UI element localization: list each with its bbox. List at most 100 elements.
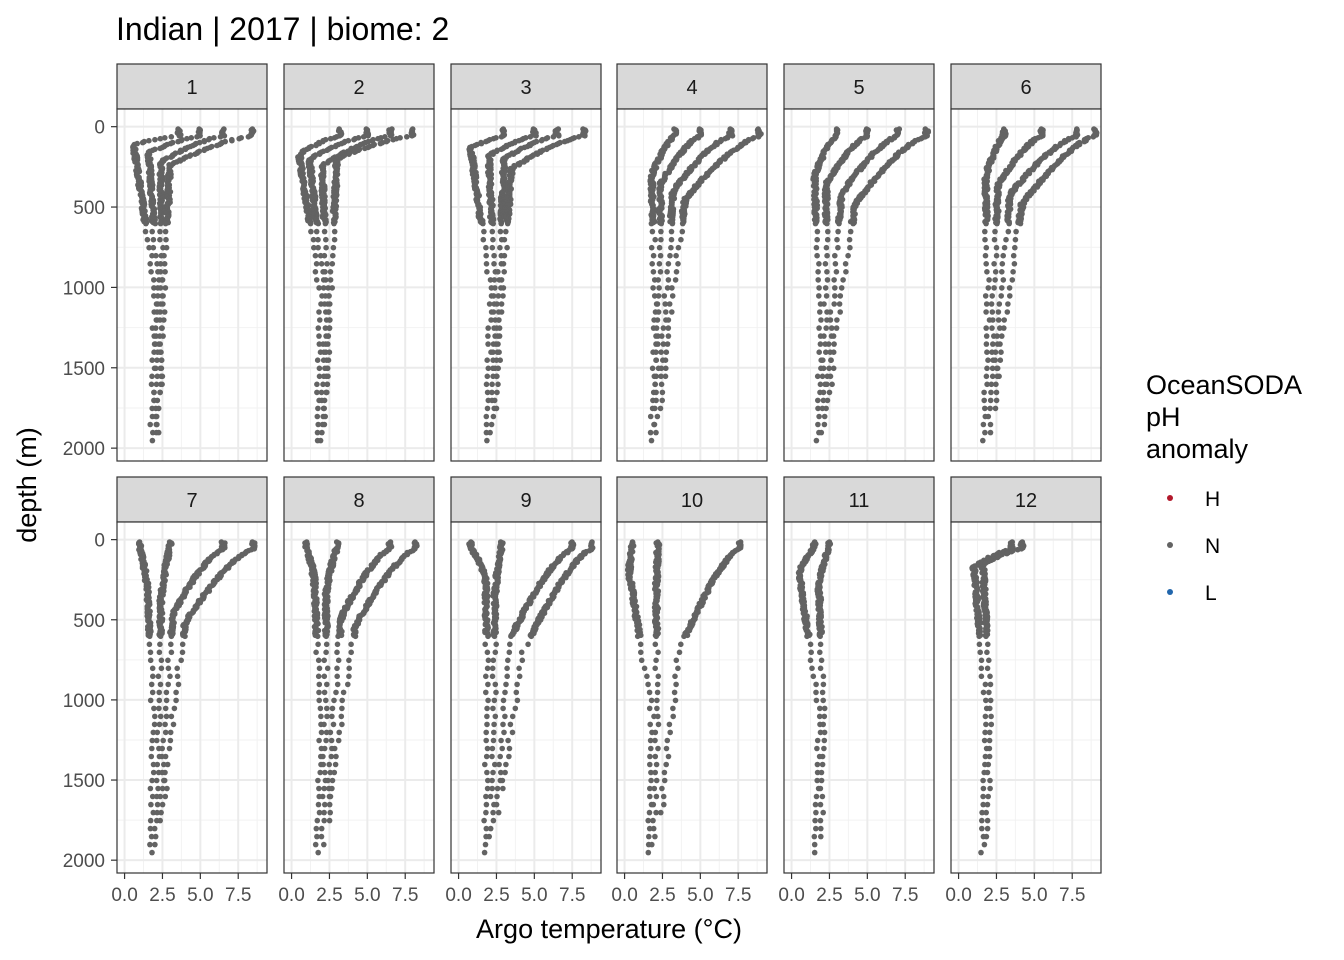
data-point [323, 641, 330, 648]
data-point [149, 689, 156, 696]
data-point [982, 236, 988, 243]
data-point [996, 373, 1002, 380]
data-point [484, 665, 491, 672]
data-point [325, 285, 331, 291]
data-point [346, 673, 352, 680]
data-point [658, 236, 664, 243]
data-point [654, 413, 661, 420]
data-point [989, 325, 995, 331]
data-point [487, 825, 494, 832]
data-point [316, 333, 322, 339]
data-point [983, 333, 990, 339]
data-point [830, 349, 837, 356]
data-point [326, 325, 333, 331]
data-point [663, 365, 669, 372]
data-point [816, 413, 822, 420]
data-point [494, 785, 501, 792]
data-point [346, 665, 353, 672]
data-point [493, 689, 499, 696]
data-point [994, 220, 1000, 227]
data-point [326, 309, 332, 315]
data-point [154, 801, 161, 808]
data-point [485, 657, 492, 664]
data-point [484, 649, 491, 656]
data-point [146, 633, 153, 640]
data-point [981, 389, 987, 396]
data-point [171, 705, 178, 712]
data-point [159, 745, 165, 752]
data-point [316, 681, 323, 688]
data-point [991, 236, 998, 243]
data-point [321, 673, 328, 680]
data-point [157, 269, 164, 275]
data-point [653, 373, 659, 380]
data-point [326, 801, 333, 808]
data-point [320, 753, 326, 760]
data-point [320, 285, 327, 291]
x-tick-label: 0.0 [111, 885, 137, 906]
data-point [983, 373, 990, 380]
facet-strip-label: 6 [1020, 77, 1031, 99]
data-point [987, 421, 994, 428]
data-point [484, 389, 491, 396]
data-point [489, 389, 495, 396]
data-point [489, 777, 495, 784]
data-point [154, 421, 160, 428]
data-point [151, 705, 157, 712]
data-point [993, 397, 1000, 404]
data-point [508, 633, 514, 640]
data-point [151, 389, 157, 396]
data-point [992, 277, 998, 283]
data-point [494, 373, 500, 380]
data-point [983, 309, 989, 315]
x-tick-label: 7.5 [559, 885, 585, 906]
facet-strip-label: 2 [353, 77, 364, 99]
data-point [490, 817, 497, 824]
data-point [331, 769, 338, 776]
data-point [159, 801, 166, 808]
data-point [168, 134, 175, 140]
data-point [668, 236, 675, 243]
data-point [152, 220, 159, 227]
data-point [154, 373, 161, 380]
data-point [483, 729, 490, 736]
panel-border [116, 108, 268, 462]
data-point [835, 244, 841, 251]
data-point [656, 261, 663, 267]
x-tick-label: 2.5 [149, 885, 175, 906]
data-point [483, 753, 490, 760]
data-point [160, 737, 166, 744]
data-point [314, 413, 321, 420]
data-point [149, 665, 156, 672]
data-point [484, 357, 491, 364]
data-point [824, 277, 831, 283]
facet-strip-label: 1 [186, 77, 197, 99]
data-point [314, 429, 321, 436]
data-point [497, 357, 504, 364]
data-point [319, 429, 325, 436]
y-axis-title: depth (m) [12, 427, 42, 543]
data-point [825, 341, 832, 347]
data-point [653, 325, 660, 331]
data-point [516, 673, 523, 680]
data-point [150, 769, 157, 776]
data-point [507, 721, 514, 728]
data-point [324, 381, 331, 388]
data-point [491, 697, 498, 704]
data-point [832, 261, 839, 267]
data-point [815, 397, 821, 404]
facet-panel: 80.0 2.5 5.0 7.5 [278, 476, 435, 906]
data-point [490, 293, 497, 299]
data-point [498, 309, 505, 315]
data-point [313, 649, 319, 656]
data-point [152, 136, 158, 143]
data-point [201, 147, 207, 154]
data-point [487, 429, 493, 436]
data-point [360, 134, 367, 140]
data-point [822, 261, 829, 267]
x-tick-label: 2.5 [316, 885, 342, 906]
data-point [656, 244, 663, 251]
data-point [313, 825, 320, 832]
data-point [992, 269, 999, 275]
data-point [983, 341, 990, 347]
